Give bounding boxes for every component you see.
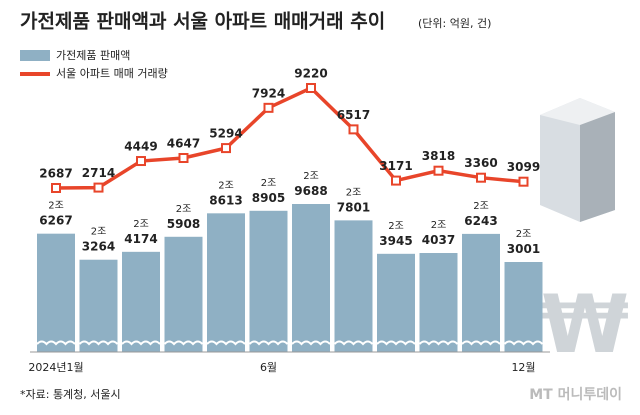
data-label: 2조 6267 xyxy=(39,201,72,228)
data-label: 3360 xyxy=(464,156,497,170)
building-icon xyxy=(540,98,615,222)
line-point xyxy=(476,172,486,183)
data-label: 3171 xyxy=(379,159,412,173)
data-label: 2조 8905 xyxy=(252,178,285,205)
axis-break xyxy=(36,340,76,346)
x-tick-label: 2024년1월 xyxy=(28,361,83,374)
x-tick-label: 6월 xyxy=(260,361,277,374)
line-point xyxy=(306,83,316,93)
axis-break xyxy=(163,340,204,346)
data-label: 2조 3001 xyxy=(507,229,540,256)
data-label: 2687 xyxy=(39,167,72,181)
bar xyxy=(292,204,330,352)
line-point xyxy=(348,124,359,135)
data-label: 5294 xyxy=(209,127,242,141)
axis-break xyxy=(78,340,119,346)
axis-break xyxy=(291,340,331,346)
axis-break xyxy=(376,340,416,346)
line-point xyxy=(263,102,274,113)
bar xyxy=(462,233,500,352)
line-point xyxy=(221,143,231,154)
data-label: 6517 xyxy=(337,108,370,122)
line-point xyxy=(518,176,529,187)
legend-swatch xyxy=(20,50,50,61)
data-label: 2조 4174 xyxy=(124,219,157,246)
svg-text:₩: ₩ xyxy=(541,278,629,371)
axis-break xyxy=(418,340,459,346)
x-tick-label: 12월 xyxy=(511,361,535,374)
bar xyxy=(504,262,543,352)
line-point xyxy=(51,183,61,193)
bar xyxy=(419,253,458,352)
legend-label: 가전제품 판매액 xyxy=(56,49,130,62)
chart-title: 가전제품 판매액과 서울 아파트 매매거래 추이 xyxy=(20,11,385,33)
source: *자료: 통계청, 서울시 xyxy=(20,388,121,401)
line-point xyxy=(136,156,146,167)
axis-break xyxy=(333,340,374,346)
line xyxy=(55,85,524,190)
bar xyxy=(334,220,373,352)
bar xyxy=(207,213,245,352)
data-label: 2조 3945 xyxy=(379,221,412,248)
won-icon: ₩ xyxy=(541,278,629,371)
bar xyxy=(249,210,288,352)
data-label: 2조 4037 xyxy=(422,220,455,247)
bar xyxy=(79,259,118,352)
data-label: 9220 xyxy=(294,67,327,81)
data-label: 2조 5908 xyxy=(167,204,200,231)
data-label: 2조 6243 xyxy=(464,201,497,228)
legend-label: 서울 아파트 매매 거래량 xyxy=(56,67,168,80)
line-point xyxy=(93,182,104,193)
data-label: 4647 xyxy=(167,136,200,150)
line-point xyxy=(433,165,444,176)
bar xyxy=(37,233,75,352)
data-label: 2조 3264 xyxy=(82,227,115,254)
chart-subtitle: (단위: 억원, 건) xyxy=(418,17,491,30)
axis-break xyxy=(121,340,161,346)
bar xyxy=(164,236,203,352)
data-label: 3818 xyxy=(422,149,455,163)
bar xyxy=(122,251,160,352)
line-point xyxy=(391,175,401,186)
bar xyxy=(377,253,415,352)
data-label: 2조 8613 xyxy=(209,180,242,207)
data-label: 4449 xyxy=(124,140,157,154)
axis-break xyxy=(503,340,544,346)
data-label: 2조 9688 xyxy=(294,171,327,198)
data-label: 7924 xyxy=(252,86,285,100)
axis-break xyxy=(248,340,289,346)
axis-break xyxy=(461,340,501,346)
data-label: 2714 xyxy=(82,166,115,180)
logo: MT 머니투데이 xyxy=(529,386,622,403)
line-point xyxy=(178,152,189,163)
axis-break xyxy=(206,340,246,346)
data-label: 3099 xyxy=(507,160,540,174)
data-label: 2조 7801 xyxy=(337,187,370,214)
